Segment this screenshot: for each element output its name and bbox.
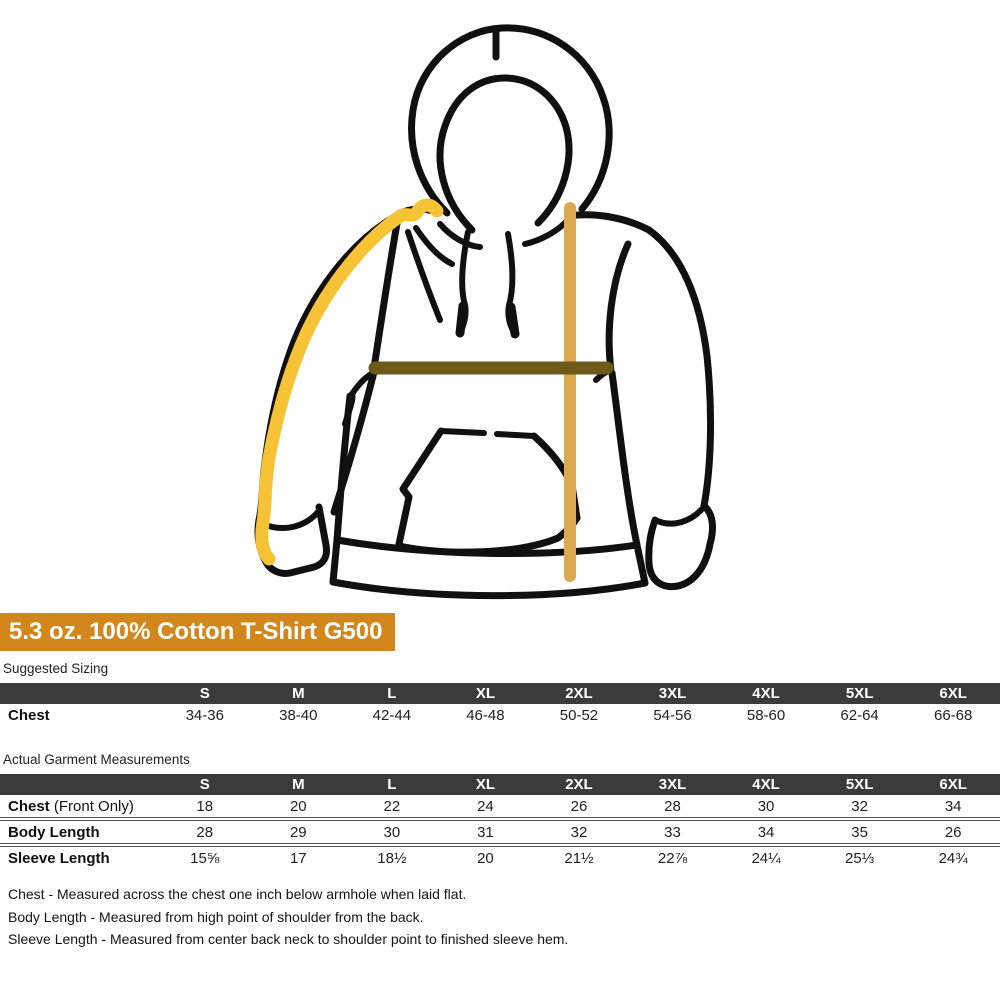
size-column-header: 5XL [812,683,907,704]
measurement-cell: 22⅞ [625,843,720,869]
measurement-cell: 20 [438,843,533,869]
size-column-header: 6XL [906,683,1000,704]
measurement-cell: 24 [477,797,494,815]
table-row: Chest (Front Only) 18 20 22 24 26 28 30 32 34 [0,795,1000,819]
hoodie-diagram [254,24,716,600]
garment-measurements-table: S M L XL 2XL 3XL 4XL 5XL 6XL Chest (Front Only) 18… [0,774,1000,869]
size-column-header: XL [438,683,533,704]
suggested-sizing-table: S M L XL 2XL 3XL 4XL 5XL 6XL Chest 34-36 38-40 42-44… [0,683,1000,726]
measurement-cell: 33 [625,817,720,845]
table-row: Body Length 28 29 30 31 32 33 34 35 26 [0,817,1000,845]
table-row: Chest 34-36 38-40 42-44 46-48 50-52 54-56 58-60… [0,704,1000,726]
measurement-cell: 58-60 [746,706,786,724]
hoodie-outline [254,24,716,600]
product-title-banner: 5.3 oz. 100% Cotton T-Shirt G500 [0,613,395,651]
row-label: Chest (Front Only) [8,797,134,815]
size-column-header: 2XL [532,683,626,704]
measurement-cell: 26 [906,817,1000,845]
measurement-cell: 30 [345,817,439,845]
size-column-header: 4XL [719,683,813,704]
footnote-body-length: Body Length - Measured from high point o… [8,908,424,925]
measurement-cell: 38-40 [279,706,318,724]
measurement-cell: 28 [664,797,681,815]
size-column-header: L [345,683,439,704]
measurement-cell: 25⅓ [812,843,907,869]
row-label: Chest [8,706,50,724]
table-row: Sleeve Length 15⅝ 17 18½ 20 21½ 22⅞ 24¼ 25⅓ 24¾ [0,843,1000,869]
measurement-cell: 22 [383,797,401,815]
measurement-cell: 21½ [532,843,626,869]
measurement-cell: 15⅝ [158,843,252,869]
size-column-header: M [251,683,346,704]
measurement-cell: 66-68 [934,706,973,724]
size-column-header: 4XL [719,774,813,795]
measurement-cell: 30 [757,797,775,815]
size-column-header: S [158,683,252,704]
measurement-cell: 35 [812,817,907,845]
size-column-header: 3XL [625,774,720,795]
footnote-chest: Chest - Measured across the chest one in… [8,886,467,902]
garment-measurements-label: Actual Garment Measurements [3,752,190,767]
size-column-header: S [158,774,252,795]
measurement-cell: 34 [719,817,813,845]
hoodie-line-art [254,24,716,600]
measurement-cell: 32 [532,817,626,845]
measurement-cell: 18½ [345,843,439,869]
measurement-cell: 24¼ [719,843,813,869]
row-label: Sleeve Length [0,843,158,869]
measurement-cell: 46-48 [466,706,505,724]
measurement-cell: 50-52 [559,706,599,724]
measurement-cell: 31 [438,817,533,845]
size-column-header: 2XL [532,774,626,795]
measurement-cell: 32 [851,797,868,815]
measurement-cell: 28 [158,817,252,845]
measurement-cell: 34 [944,797,962,815]
measurement-cell: 54-56 [653,706,692,724]
row-label: Body Length [0,817,158,845]
corner-header-cell [0,683,158,704]
measurement-cell: 34-36 [185,706,224,724]
measurement-cell: 62-64 [840,706,879,724]
sleeve-length-line [255,198,444,566]
footnotes: Chest - Measured across the chest one in… [8,883,1000,951]
size-column-header: 5XL [812,774,907,795]
measurement-cell: 29 [251,817,346,845]
corner-header-cell [0,774,158,795]
measurement-cell: 42-44 [372,706,412,724]
size-column-header: M [251,774,346,795]
footnote-sleeve-length: Sleeve Length - Measured from center bac… [8,931,569,947]
size-column-header: 3XL [625,683,720,704]
size-column-header: XL [438,774,533,795]
measurement-cell: 18 [196,797,214,815]
measurement-cell: 17 [251,843,346,869]
measurement-cell: 20 [289,797,307,815]
suggested-sizing-label: Suggested Sizing [3,661,109,676]
size-column-header: 6XL [906,774,1000,795]
measurement-cell: 26 [570,797,588,815]
measurement-cell: 24¾ [906,843,1000,869]
size-column-header: L [345,774,439,795]
